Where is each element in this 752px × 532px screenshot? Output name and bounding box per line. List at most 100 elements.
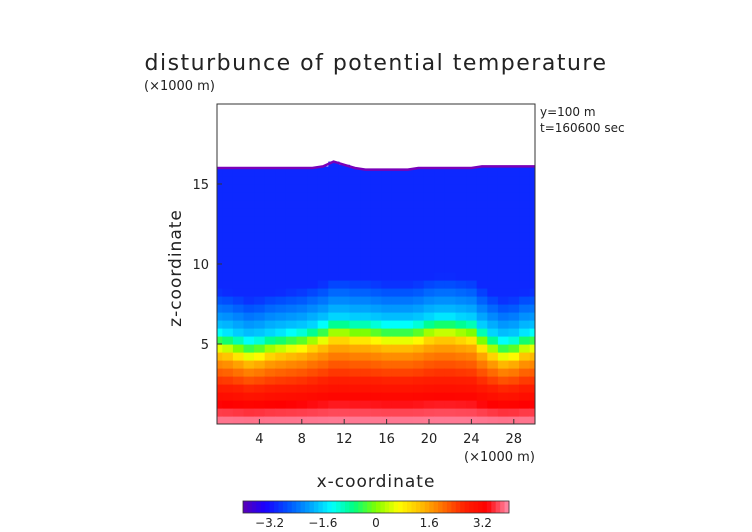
heatmap-cell	[296, 384, 308, 393]
heatmap-cell	[338, 408, 351, 417]
heatmap-cell	[466, 256, 478, 265]
heatmap-cell	[466, 400, 478, 409]
heatmap-cell	[444, 296, 457, 305]
heatmap-cell	[476, 344, 488, 353]
heatmap-cell	[476, 232, 488, 241]
colorbar-segment	[358, 501, 364, 513]
heatmap-cell	[466, 312, 478, 321]
heatmap-cell	[391, 384, 404, 393]
heatmap-cell	[349, 296, 361, 305]
heatmap-cell	[391, 320, 404, 329]
heatmap-cell	[370, 392, 382, 401]
heatmap-cell	[413, 376, 425, 385]
heatmap-cell	[243, 224, 255, 233]
heatmap-cell	[307, 384, 319, 393]
heatmap-cell	[275, 352, 287, 361]
heatmap-cell	[360, 320, 372, 329]
heatmap-cell	[370, 352, 382, 361]
heatmap-cell	[476, 296, 488, 305]
heatmap-cell	[275, 256, 287, 265]
heatmap-cell	[217, 328, 223, 337]
heatmap-cell	[285, 328, 298, 337]
colorbar-segment	[371, 501, 377, 513]
heatmap-cell	[529, 216, 535, 225]
colorbar-segment	[415, 501, 421, 513]
heatmap-cell	[529, 288, 535, 297]
heatmap-cell	[402, 296, 414, 305]
heatmap-cell	[285, 224, 298, 233]
heatmap-cell	[444, 200, 457, 209]
heatmap-cell	[217, 168, 223, 177]
heatmap-cell	[328, 392, 340, 401]
heatmap-cell	[391, 352, 404, 361]
heatmap-cell	[497, 304, 510, 313]
heatmap-cell	[285, 200, 298, 209]
heatmap-cell	[529, 304, 535, 313]
heatmap-cell	[487, 400, 499, 409]
heatmap-cell	[413, 232, 425, 241]
heatmap-cell	[370, 368, 382, 377]
heatmap-cell	[466, 272, 478, 281]
heatmap-cell	[243, 368, 255, 377]
heatmap-cell	[264, 288, 276, 297]
heatmap-cell	[381, 368, 393, 377]
heatmap-cell	[402, 352, 414, 361]
heatmap-cell	[434, 192, 446, 201]
heatmap-cell	[434, 240, 446, 249]
heatmap-cell	[381, 256, 393, 265]
heatmap-cell	[519, 272, 531, 281]
heatmap-cell	[338, 400, 351, 409]
heatmap-cell	[391, 368, 404, 377]
heatmap-cell	[264, 208, 276, 217]
annotation-y: y=100 m	[540, 105, 596, 119]
heatmap-cell	[434, 408, 446, 417]
heatmap-cell	[264, 232, 276, 241]
heatmap-cell	[391, 280, 404, 289]
heatmap-cell	[217, 312, 223, 321]
heatmap-cell	[434, 344, 446, 353]
heatmap-cell	[285, 416, 298, 424]
heatmap-cell	[402, 264, 414, 273]
heatmap-cell	[264, 344, 276, 353]
heatmap-cell	[232, 344, 245, 353]
heatmap-cell	[349, 304, 361, 313]
heatmap-cell	[275, 408, 287, 417]
heatmap-cell	[413, 312, 425, 321]
heatmap-cell	[508, 264, 520, 273]
heatmap-cell	[285, 368, 298, 377]
heatmap-cell	[338, 232, 351, 241]
heatmap-cell	[423, 296, 435, 305]
heatmap-cell	[466, 168, 478, 177]
x-scale-note: (×1000 m)	[464, 450, 535, 465]
colorbar-segment	[327, 501, 333, 513]
heatmap-cell	[402, 280, 414, 289]
heatmap-cell	[370, 408, 382, 417]
heatmap-cell	[307, 232, 319, 241]
heatmap-cell	[402, 248, 414, 257]
heatmap-cell	[317, 264, 329, 273]
heatmap-cell	[455, 336, 467, 345]
heatmap-cell	[317, 176, 329, 185]
heatmap-cell	[455, 368, 467, 377]
heatmap-cell	[391, 296, 404, 305]
heatmap-cell	[317, 200, 329, 209]
heatmap-cell	[497, 288, 510, 297]
heatmap-cell	[434, 336, 446, 345]
heatmap-cell	[508, 312, 520, 321]
heatmap-cell	[296, 400, 308, 409]
heatmap-cell	[328, 296, 340, 305]
heatmap-cell	[402, 400, 414, 409]
heatmap-cell	[338, 312, 351, 321]
heatmap-cell	[519, 368, 531, 377]
heatmap-cell	[243, 288, 255, 297]
heatmap-cell	[307, 328, 319, 337]
colorbar-segment	[305, 501, 310, 513]
heatmap-cell	[222, 272, 234, 281]
heatmap-cell	[476, 408, 488, 417]
y-tick-label: 15	[192, 178, 209, 193]
heatmap-cell	[497, 232, 510, 241]
heatmap-cell	[391, 312, 404, 321]
heatmap-cell	[307, 264, 319, 273]
heatmap-cell	[519, 280, 531, 289]
heatmap-cell	[519, 264, 531, 273]
